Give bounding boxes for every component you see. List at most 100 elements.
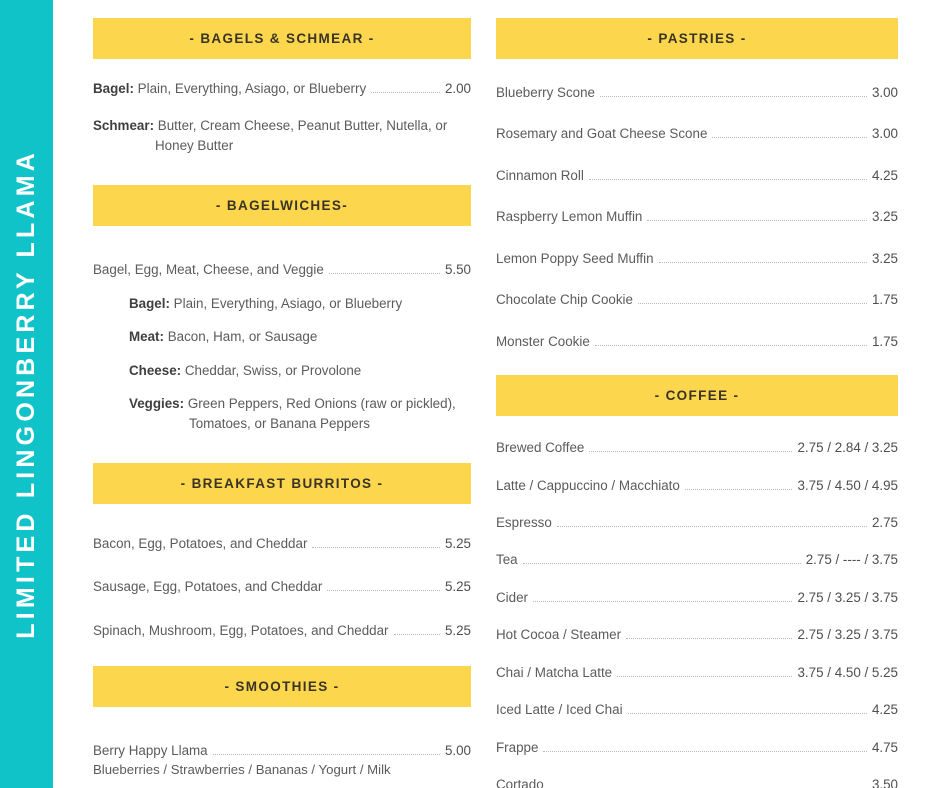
dotted-leader [312,538,440,548]
section-heading-pastries: - PASTRIES - [496,18,898,59]
menu-item-burrito-spinach-name: Spinach, Mushroom, Egg, Potatoes, and Ch… [93,622,389,638]
menu-item-cortado-price: 3.50 [871,777,898,788]
dotted-leader [626,629,793,640]
menu-item-chocolate-chip-cookie-price: 1.75 [871,292,898,308]
menu-item-smoothie-berry-happy-llama-ingredients: Blueberries / Strawberries / Bananas / Y… [93,761,391,777]
menu-item-cortado: Cortado 3.50 [496,775,898,788]
menu-item-rosemary-goat-cheese-scone-price: 3.00 [871,126,898,142]
menu-item-latte-cappuccino-macchiato-price: 3.75 / 4.50 / 4.95 [797,477,898,493]
bagelwich-option-cheese-label: Cheese: [129,362,182,378]
menu-item-blueberry-scone-price: 3.00 [871,85,898,100]
section-body-bagelwiches: Bagel, Egg, Meat, Cheese, and Veggie 5.5… [93,226,471,433]
menu-item-tea: Tea 2.75 / ---- / 3.75 [496,550,898,569]
menu-item-burrito-sausage-name: Sausage, Egg, Potatoes, and Cheddar [93,579,323,595]
dotted-leader [543,742,867,752]
menu-item-burrito-bacon-name: Bacon, Egg, Potatoes, and Cheddar [93,535,308,551]
dotted-leader [658,253,867,263]
bagelwich-option-cheese: Cheese: Cheddar, Swiss, or Provolone [129,361,471,380]
dotted-leader [328,264,440,275]
section-body-pastries: Blueberry Scone 3.00 Rosemary and Goat C… [496,59,898,351]
menu-item-burrito-bacon-price: 5.25 [444,535,471,551]
menu-item-tea-price: 2.75 / ---- / 3.75 [805,552,898,568]
dotted-leader [588,170,867,180]
menu-item-iced-latte-iced-chai: Iced Latte / Iced Chai 4.25 [496,700,898,719]
dotted-leader [594,336,867,346]
menu-item-rosemary-goat-cheese-scone-name: Rosemary and Goat Cheese Scone [496,126,708,142]
menu-item-burrito-spinach-price: 5.25 [444,622,471,638]
dotted-leader [627,704,867,715]
menu-item-smoothie-berry-happy-llama-name: Berry Happy Llama [93,743,208,759]
menu-item-chai-matcha-latte-price: 3.75 / 4.50 / 5.25 [797,664,898,680]
menu-item-bagel: Bagel: Plain, Everything, Asiago, or Blu… [93,79,471,98]
menu-item-cider: Cider 2.75 / 3.25 / 3.75 [496,588,898,607]
menu-item-chai-matcha-latte-name: Chai / Matcha Latte [496,664,613,680]
menu-item-chai-matcha-latte: Chai / Matcha Latte 3.75 / 4.50 / 5.25 [496,663,898,682]
menu-item-lemon-poppy-seed-muffin-price: 3.25 [871,250,898,266]
dotted-leader [647,211,867,222]
menu-item-hot-cocoa-steamer-price: 2.75 / 3.25 / 3.75 [797,627,898,643]
menu-item-rosemary-goat-cheese-scone: Rosemary and Goat Cheese Scone 3.00 [496,124,898,143]
menu-item-iced-latte-iced-chai-name: Iced Latte / Iced Chai [496,702,623,718]
brand-name-vertical: LIMITED LINGONBERRY LLAMA [12,149,40,639]
bagelwich-option-meat-value: Bacon, Ham, or Sausage [167,329,318,345]
menu-item-brewed-coffee-price: 2.75 / 2.84 / 3.25 [797,440,898,456]
dotted-leader [637,294,867,305]
menu-item-espresso-name: Espresso [496,514,552,530]
bagelwich-option-veggies-label: Veggies: [129,396,185,412]
menu-item-bagel-name: Bagel: Plain, Everything, Asiago, or Blu… [93,79,366,98]
bagelwich-option-meat: Meat: Bacon, Ham, or Sausage [129,327,471,346]
right-column: - PASTRIES - Blueberry Scone 3.00 Rosema… [483,0,940,788]
section-body-smoothies: Berry Happy Llama 5.00 Blueberries / Str… [93,707,471,788]
section-heading-bagelwiches: - BAGELWICHES- [93,185,471,227]
section-body-coffee: Brewed Coffee 2.75 / 2.84 / 3.25 Latte /… [496,416,898,788]
menu-item-lemon-poppy-seed-muffin: Lemon Poppy Seed Muffin 3.25 [496,249,898,268]
menu-item-cider-name: Cider [496,589,528,605]
menu-item-raspberry-lemon-muffin: Raspberry Lemon Muffin 3.25 [496,207,898,226]
menu-item-chocolate-chip-cookie-name: Chocolate Chip Cookie [496,292,633,308]
dotted-leader [556,517,867,527]
menu-item-lemon-poppy-seed-muffin-name: Lemon Poppy Seed Muffin [496,250,654,266]
menu-item-burrito-sausage: Sausage, Egg, Potatoes, and Cheddar 5.25 [93,577,471,596]
menu-item-raspberry-lemon-muffin-name: Raspberry Lemon Muffin [496,209,643,225]
menu-item-cinnamon-roll-price: 4.25 [871,167,898,183]
bagelwich-option-veggies-value: Green Peppers, Red Onions (raw or pickle… [187,396,456,431]
dotted-leader [533,592,793,602]
menu-item-blueberry-scone: Blueberry Scone 3.00 [496,83,898,102]
section-heading-coffee: - COFFEE - [496,375,898,417]
menu-item-tea-name: Tea [496,552,518,568]
menu-item-monster-cookie: Monster Cookie 1.75 [496,332,898,351]
dotted-leader [393,625,440,635]
dotted-leader [617,667,793,677]
menu-item-brewed-coffee-name: Brewed Coffee [496,440,585,456]
dotted-leader [600,87,867,97]
menu-item-cinnamon-roll: Cinnamon Roll 4.25 [496,166,898,185]
bagelwich-option-bagel: Bagel: Plain, Everything, Asiago, or Blu… [129,294,471,313]
menu-item-bagel-price: 2.00 [444,81,471,96]
menu-item-bagel-description: Plain, Everything, Asiago, or Blueberry [137,81,367,96]
dotted-leader [371,83,440,93]
section-body-bagels-schmear: Bagel: Plain, Everything, Asiago, or Blu… [93,59,471,155]
menu-item-cinnamon-roll-name: Cinnamon Roll [496,167,584,183]
brand-sidebar: LIMITED LINGONBERRY LLAMA [0,0,53,788]
menu-item-bagelwich: Bagel, Egg, Meat, Cheese, and Veggie 5.5… [93,260,471,279]
menu-columns: - BAGELS & SCHMEAR - Bagel: Plain, Every… [53,0,940,788]
bagelwich-option-bagel-value: Plain, Everything, Asiago, or Blueberry [173,295,403,311]
dotted-leader [712,128,867,139]
menu-item-cider-price: 2.75 / 3.25 / 3.75 [797,589,898,605]
menu-item-cortado-name: Cortado [496,777,544,788]
dotted-leader [522,554,801,565]
menu-item-bagel-label: Bagel: [93,81,134,96]
menu-item-schmear-label: Schmear: [93,118,155,134]
section-body-breakfast-burritos: Bacon, Egg, Potatoes, and Cheddar 5.25 S… [93,504,471,640]
bagelwich-option-meat-label: Meat: [129,329,164,345]
menu-item-latte-cappuccino-macchiato: Latte / Cappuccino / Macchiato 3.75 / 4.… [496,476,898,495]
menu-item-monster-cookie-name: Monster Cookie [496,333,590,349]
menu-item-blueberry-scone-name: Blueberry Scone [496,85,595,100]
dotted-leader [684,479,793,490]
bagelwich-option-cheese-value: Cheddar, Swiss, or Provolone [184,362,362,378]
menu-item-schmear: Schmear: Butter, Cream Cheese, Peanut Bu… [93,116,471,155]
menu-item-smoothie-berry-happy-llama: Berry Happy Llama 5.00 Blueberries / Str… [93,741,471,778]
section-heading-smoothies: - SMOOTHIES - [93,666,471,708]
dotted-leader [589,442,793,453]
menu-item-schmear-description: Butter, Cream Cheese, Peanut Butter, Nut… [155,118,448,153]
